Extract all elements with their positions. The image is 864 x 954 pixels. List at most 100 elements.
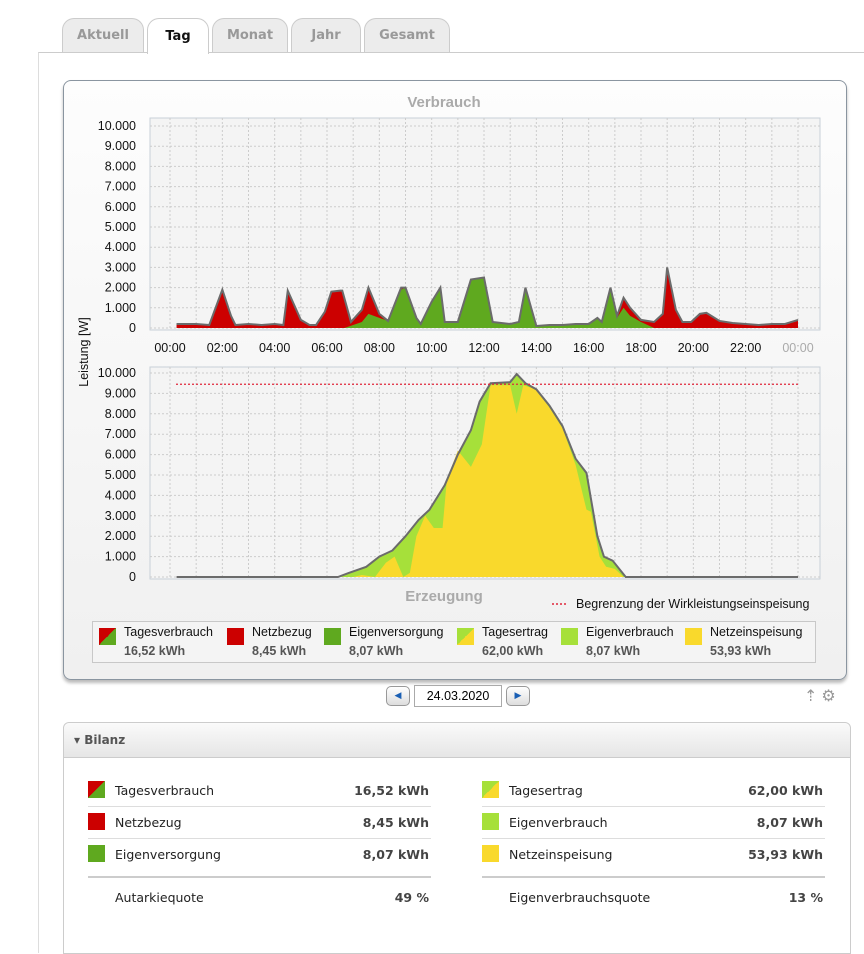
eigenverbrauch-swatch	[482, 813, 499, 830]
bilanz-title: Bilanz	[84, 733, 126, 747]
bilanz-header[interactable]: ▾ Bilanz	[64, 723, 850, 758]
y-tick-label: 2.000	[105, 529, 136, 543]
y-axis-label: Leistung [W]	[77, 317, 91, 386]
limit-legend-label: Begrenzung der Wirkleistungseinspeisung	[576, 597, 810, 611]
arrow-right-icon: ▶	[514, 691, 522, 701]
previous-day-button[interactable]: ◀	[386, 686, 410, 706]
legend-value: 8,07 kWh	[349, 644, 404, 658]
row-value: 8,45 kWh	[362, 815, 429, 830]
netzeinspeisung-swatch	[685, 628, 702, 645]
y-tick-label: 9.000	[105, 386, 136, 400]
y-tick-label: 8.000	[105, 159, 136, 173]
netzeinspeisung-area	[353, 385, 624, 577]
row-label: Eigenverbrauch	[509, 815, 608, 830]
y-tick-label: 7.000	[105, 427, 136, 441]
row-label: Netzeinspeisung	[509, 847, 613, 862]
date-input[interactable]: 24.03.2020	[414, 685, 502, 707]
tab-aktuell[interactable]: Aktuell	[62, 18, 144, 52]
power-chart: 0 1.000 2.000 3.000 4.000 5.000 6.000 7.000 8.00…	[77, 94, 821, 611]
next-day-button[interactable]: ▶	[506, 686, 530, 706]
y-tick-label: 10.000	[98, 119, 136, 133]
chart-legend: Tagesverbrauch 16,52 kWh Netzbezug 8,45 kW…	[92, 621, 816, 663]
x-tick-label: 10:00	[416, 341, 447, 355]
y-tick-label: 9.000	[105, 139, 136, 153]
chart-title: Verbrauch	[407, 94, 480, 111]
x-tick-label: 20:00	[678, 341, 709, 355]
row-label: Tagesverbrauch	[115, 783, 215, 798]
bilanz-quote-row: Autarkiequote 49 %	[88, 876, 431, 912]
row-value: 13 %	[788, 890, 823, 905]
bilanz-row: Tagesverbrauch 16,52 kWh	[88, 775, 431, 807]
x-tick-label: 00:00	[782, 341, 813, 355]
date-navigation: ◀ 24.03.2020 ▶	[386, 685, 530, 707]
x-tick-label: 22:00	[730, 341, 761, 355]
tagesertrag-line	[176, 372, 798, 578]
eigenversorgung-swatch	[324, 628, 341, 645]
row-value: 8,07 kWh	[362, 847, 429, 862]
legend-value: 16,52 kWh	[124, 644, 186, 658]
settings-gear-icon[interactable]: ⚙	[821, 686, 836, 705]
bilanz-row: Netzbezug 8,45 kWh	[88, 807, 431, 839]
y-tick-label: 2.000	[105, 281, 136, 295]
row-value: 62,00 kWh	[748, 783, 823, 798]
row-value: 8,07 kWh	[756, 815, 823, 830]
y-tick-label: 8.000	[105, 407, 136, 421]
collapse-triangle-icon: ▾	[74, 733, 85, 747]
tab-bar: Aktuell Tag Monat Jahr Gesamt	[62, 18, 450, 54]
y-tick-label: 3.000	[105, 260, 136, 274]
netzbezug-swatch	[227, 628, 244, 645]
row-value: 53,93 kWh	[748, 847, 823, 862]
legend-label: Netzbezug	[252, 625, 312, 639]
eigenversorgung-area	[344, 277, 655, 328]
tab-monat[interactable]: Monat	[212, 18, 288, 52]
legend-label: Eigenversorgung	[349, 625, 444, 639]
bilanz-row: Eigenversorgung 8,07 kWh	[88, 839, 431, 870]
y-tick-label: 4.000	[105, 240, 136, 254]
y-tick-label: 0	[129, 321, 136, 335]
x-tick-label: 14:00	[521, 341, 552, 355]
row-label: Eigenverbrauchsquote	[509, 890, 651, 905]
legend-label: Eigenverbrauch	[586, 625, 674, 639]
legend-value: 8,45 kWh	[252, 644, 307, 658]
tagesertrag-swatch	[457, 628, 474, 645]
legend-value: 53,93 kWh	[710, 644, 772, 658]
bilanz-row: Eigenverbrauch 8,07 kWh	[482, 807, 825, 839]
row-value: 16,52 kWh	[354, 783, 429, 798]
bilanz-left-column: Tagesverbrauch 16,52 kWh Netzbezug 8,45 kW…	[88, 775, 431, 912]
row-label: Eigenversorgung	[115, 847, 221, 862]
eigenversorgung-swatch	[88, 845, 105, 862]
y-tick-label: 5.000	[105, 220, 136, 234]
tab-gesamt[interactable]: Gesamt	[364, 18, 450, 52]
row-label: Tagesertrag	[509, 783, 583, 798]
y-tick-label: 3.000	[105, 509, 136, 523]
x-tick-label: 08:00	[364, 341, 395, 355]
tab-tag[interactable]: Tag	[147, 18, 209, 54]
chart-title: Erzeugung	[405, 588, 483, 605]
y-tick-label: 5.000	[105, 468, 136, 482]
eigenverbrauch-swatch	[561, 628, 578, 645]
legend-label: Netzeinspeisung	[710, 625, 803, 639]
y-tick-label: 6.000	[105, 448, 136, 462]
legend-label: Tagesertrag	[482, 625, 549, 639]
chart-tools: ⇡ ⚙	[804, 686, 836, 705]
legend-label: Tagesverbrauch	[124, 625, 213, 639]
export-icon[interactable]: ⇡	[804, 686, 818, 705]
bilanz-row: Tagesertrag 62,00 kWh	[482, 775, 825, 807]
y-tick-label: 1.000	[105, 301, 136, 315]
tagesertrag-swatch	[482, 781, 499, 798]
tab-jahr[interactable]: Jahr	[291, 18, 361, 52]
y-tick-label: 0	[129, 570, 136, 584]
tagesverbrauch-swatch	[88, 781, 105, 798]
x-tick-label: 16:00	[573, 341, 604, 355]
x-tick-label: 04:00	[259, 341, 290, 355]
y-tick-label: 7.000	[105, 180, 136, 194]
netzbezug-swatch	[88, 813, 105, 830]
y-tick-label: 6.000	[105, 200, 136, 214]
x-tick-label: 00:00	[154, 341, 185, 355]
tagesverbrauch-line	[176, 267, 799, 328]
x-tick-label: 18:00	[625, 341, 656, 355]
row-value: 49 %	[394, 890, 429, 905]
bilanz-quote-row: Eigenverbrauchsquote 13 %	[482, 876, 825, 912]
arrow-left-icon: ◀	[394, 691, 402, 701]
x-tick-label: 12:00	[468, 341, 499, 355]
